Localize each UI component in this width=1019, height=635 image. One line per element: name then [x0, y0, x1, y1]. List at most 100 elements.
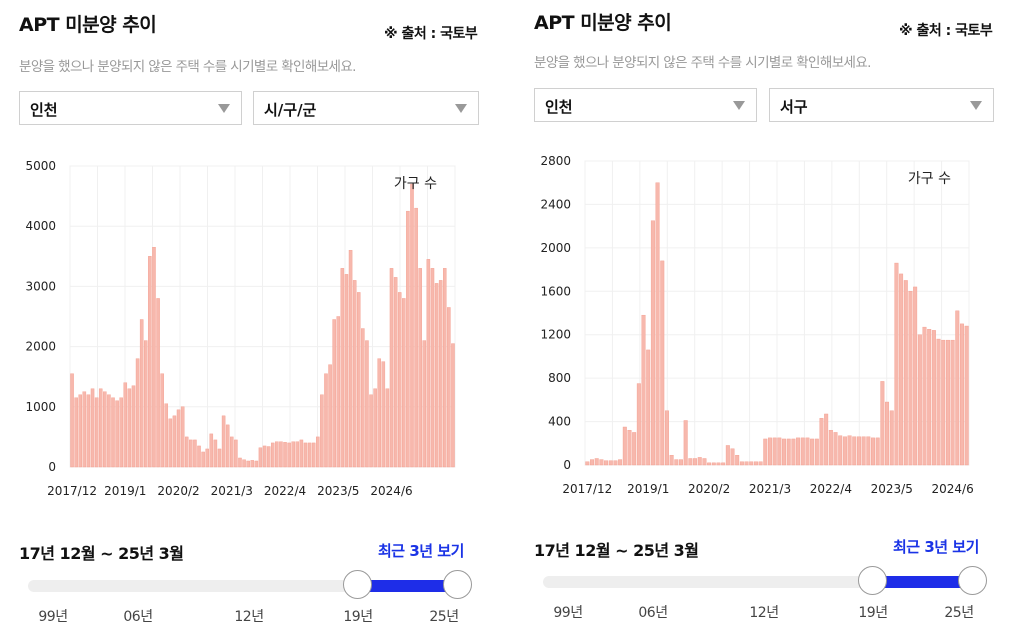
bar	[819, 418, 824, 466]
bar	[389, 268, 394, 468]
slider-end-handle[interactable]	[443, 570, 472, 599]
bar	[201, 451, 205, 468]
bar	[852, 436, 857, 466]
bar	[393, 277, 398, 468]
bar	[702, 458, 707, 466]
bar	[98, 388, 103, 468]
bar	[320, 394, 324, 468]
slider-label: 12년	[234, 609, 264, 625]
bar	[908, 291, 913, 466]
bar	[152, 247, 156, 468]
bar	[279, 441, 283, 468]
bar	[266, 446, 271, 468]
bar	[716, 462, 721, 466]
bar	[262, 445, 267, 468]
bar	[725, 445, 730, 466]
bar	[744, 461, 749, 466]
bar	[660, 260, 665, 466]
bar	[344, 274, 349, 468]
slider-label: 99년	[38, 609, 68, 625]
source-note: ※ 출처 : 국토부	[384, 26, 478, 42]
bar	[697, 457, 702, 466]
bar	[332, 319, 336, 468]
district-select[interactable]: 서구	[769, 88, 994, 122]
recent-3-years-button[interactable]: 최근 3년 보기	[893, 538, 979, 556]
bar	[838, 435, 843, 466]
bar	[193, 439, 197, 468]
bar	[950, 339, 955, 466]
bar	[365, 340, 369, 468]
region-select[interactable]: 인천	[19, 91, 242, 125]
bar	[777, 437, 782, 466]
district-select[interactable]: 시/구/군	[253, 91, 479, 125]
bar	[82, 391, 87, 468]
y-tick-label: 2000	[25, 340, 56, 354]
bar	[336, 316, 341, 468]
bar	[842, 436, 847, 466]
bar	[74, 397, 78, 468]
y-tick-label: 2800	[540, 154, 571, 168]
left-panel: APT 미분양 추이 ※ 출처 : 국토부 분양을 했으나 분양되지 않은 주택…	[0, 0, 500, 635]
y-tick-label: 2400	[540, 197, 571, 211]
bar	[303, 442, 308, 468]
bar	[311, 442, 316, 468]
bar	[164, 403, 169, 468]
x-tick-label: 2023/5	[317, 484, 359, 498]
bar	[683, 420, 688, 466]
slider-end-handle[interactable]	[958, 566, 987, 595]
bar	[931, 330, 936, 466]
bar	[361, 328, 365, 468]
bar	[875, 437, 880, 466]
y-tick-label: 4000	[25, 219, 56, 233]
slider-label: 12년	[749, 605, 779, 621]
unsold-bar-chart: 0 400 800 1200 1600 2000 2400 2800 2017/12 2019/1…	[540, 154, 973, 496]
region-select[interactable]: 인천	[534, 88, 757, 122]
slider-label: 06년	[123, 609, 153, 625]
bar	[291, 441, 295, 468]
bar	[936, 338, 941, 466]
bar	[230, 436, 234, 468]
bar	[599, 459, 604, 466]
bar	[168, 418, 173, 468]
bar	[903, 280, 908, 466]
bar	[340, 268, 345, 468]
bar	[810, 438, 815, 466]
bar	[348, 250, 353, 468]
bar	[451, 343, 455, 468]
period-slider[interactable]	[28, 566, 472, 606]
bar	[782, 438, 787, 466]
bar	[959, 323, 964, 466]
bar	[889, 410, 894, 466]
bar	[655, 182, 660, 466]
bar	[711, 462, 716, 466]
bar	[111, 397, 115, 468]
bar	[246, 460, 250, 468]
x-tick-label: 2017/12	[47, 484, 97, 498]
bar	[127, 388, 132, 468]
y-axis-label: 가구 수	[394, 176, 437, 192]
slider-start-handle[interactable]	[858, 566, 887, 595]
bar	[646, 349, 651, 466]
region-select-value: 인천	[545, 98, 573, 116]
bar	[78, 394, 82, 468]
bar	[688, 458, 693, 466]
x-tick-label: 2024/6	[370, 484, 412, 498]
region-select-value: 인천	[30, 101, 58, 119]
bar	[406, 210, 410, 468]
bar	[213, 439, 218, 468]
chevron-down-icon	[455, 104, 467, 113]
bar	[627, 430, 632, 466]
bar	[585, 461, 590, 466]
bar	[402, 298, 406, 468]
bar	[250, 460, 255, 468]
x-tick-label: 2022/4	[264, 484, 306, 498]
bar	[234, 439, 238, 468]
bar	[927, 329, 932, 466]
bar	[880, 381, 885, 466]
bar	[664, 410, 669, 466]
period-slider[interactable]	[543, 562, 987, 602]
x-tick-label: 2020/2	[157, 484, 199, 498]
recent-3-years-button[interactable]: 최근 3년 보기	[378, 542, 464, 560]
y-axis-label: 가구 수	[908, 171, 951, 187]
slider-start-handle[interactable]	[343, 570, 372, 599]
